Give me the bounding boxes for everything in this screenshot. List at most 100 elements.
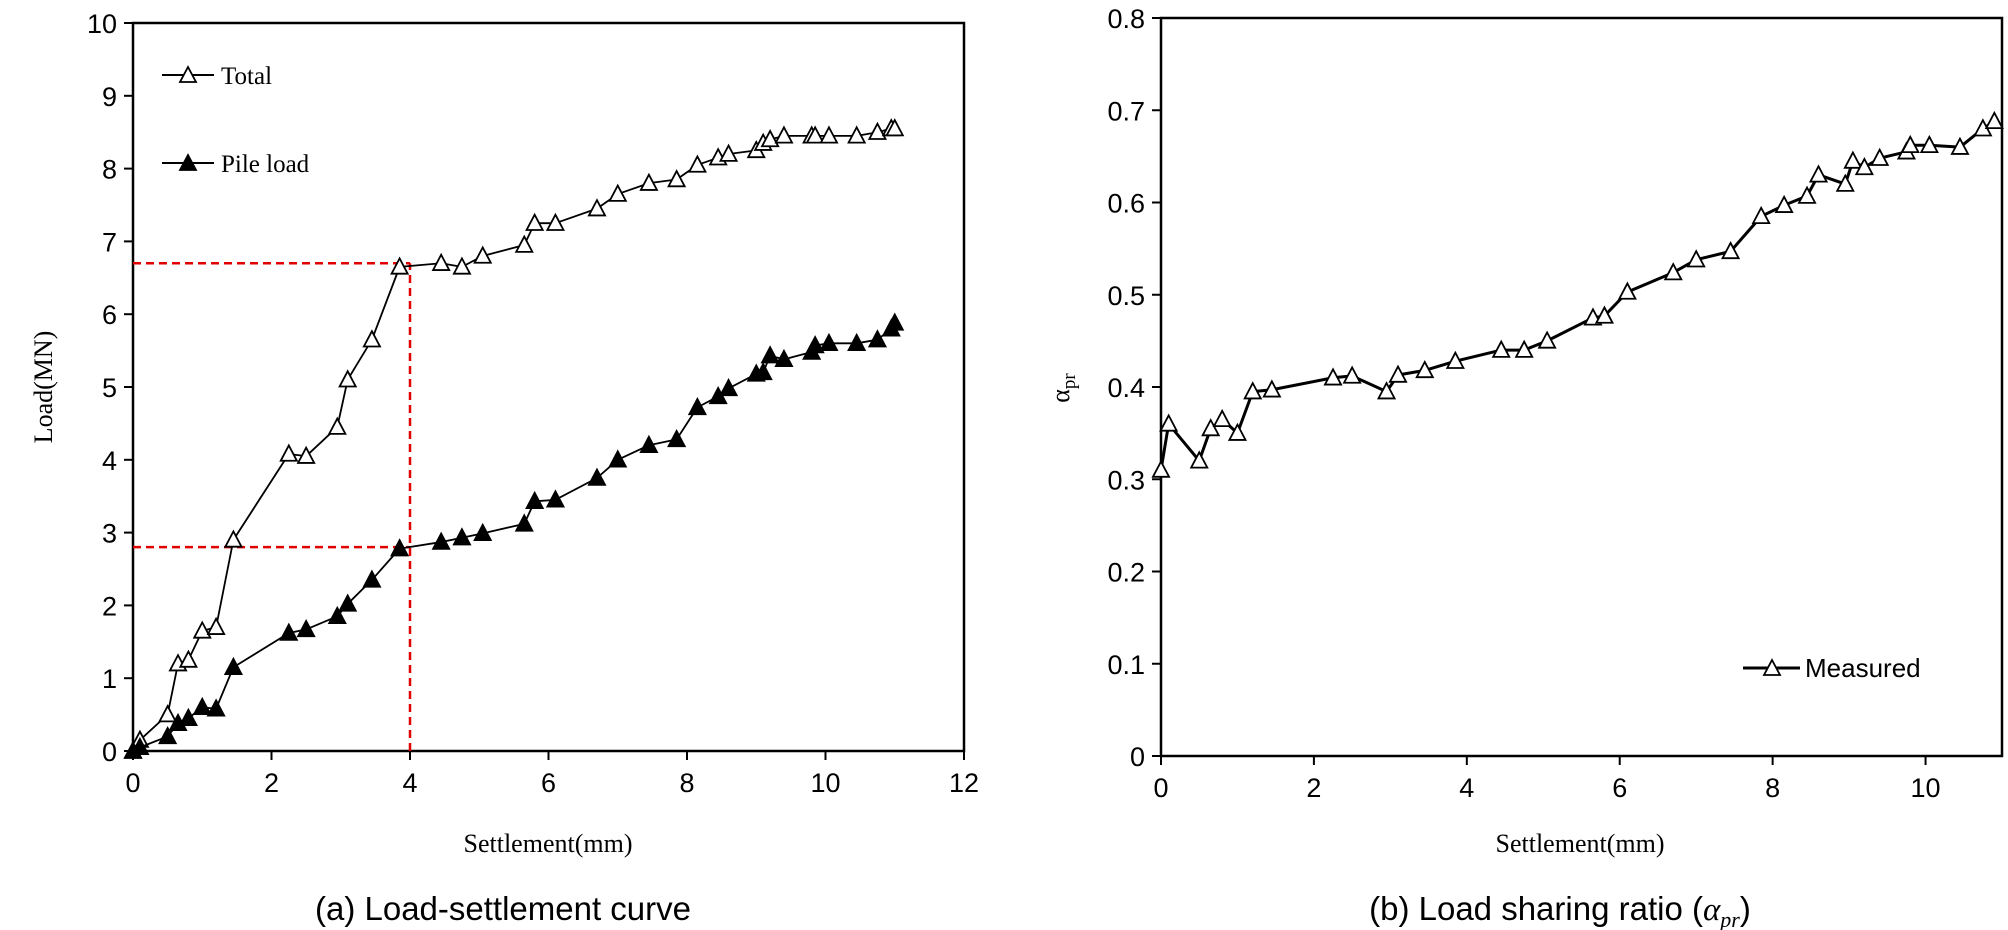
chart-b-series-measured-point [1323,367,1343,386]
chart-a-y-tick-label: 0 [102,737,117,767]
chart-a-series-total-point [774,125,794,144]
chart-a-series-pile-load-point [885,312,905,331]
chart-a-series-pile-load-point [206,698,226,717]
chart-b-series-measured-point [1900,134,1920,154]
chart-a-series-total-point [514,234,534,253]
chart-b-y-axis-symbol: α [1046,389,1075,403]
chart-a-series-total-point [390,256,410,275]
chart-b-legend: Measured [1743,653,1921,683]
chart-a-series-pile-load-point [545,489,565,508]
chart-b-series-measured-point [1797,185,1817,204]
chart-a-series-pile-load-point [760,345,780,364]
chart-a-series-total-point [718,143,739,162]
chart-a-x-tick-label: 2 [264,768,279,798]
chart-a-series-total-point [223,529,243,548]
chart-b-series-measured-point [1808,164,1829,183]
chart-a-series-total-point [545,212,565,231]
chart-b-series [1151,110,2004,478]
chart-b-series-measured-point [1445,350,1465,369]
chart-b-x-axis-label: Settlement(mm) [1496,829,1665,858]
chart-a-series-pile-load-point [687,396,707,416]
chart-a-series-pile-load-point [587,467,607,486]
chart-a-series-total-point [867,121,888,140]
chart-b-series-measured-point [1854,157,1874,176]
chart-b-series-measured-point [1594,305,1615,324]
chart-a-series-pile-load-point [431,531,451,550]
chart-b-series-measured-point [1537,330,1557,349]
chart-a-series-total-line [132,127,895,752]
chart-b-y-tick-label: 0.5 [1107,281,1145,311]
chart-a-series-total-point [687,154,707,173]
chart-b-y-tick-label: 0.6 [1107,189,1145,219]
chart-b-x-tick-label: 6 [1612,773,1627,803]
chart-a-series-total-point [587,198,607,217]
chart-b-y-tick-label: 0.7 [1107,96,1145,126]
chart-a-x-tick-label: 10 [810,768,840,798]
chart-b: 0 2 4 6 8 10 0 0.1 0.2 0.3 0.4 0.5 0.6 0.7 0.8 Measure… [1046,4,2004,930]
chart-b-series-measured-point [1721,240,1741,260]
chart-b-y-axis-subscript: pr [1059,373,1080,390]
chart-a-series-pile-load-line [132,322,896,752]
chart-a-series-total-point [667,169,687,188]
chart-a-series-total-point [192,620,212,639]
chart-b-y-tick-label: 0.3 [1107,465,1145,495]
chart-a-series-total-point [452,256,472,275]
chart-b-series-measured-point [1919,134,1939,154]
chart-b-series-measured-point [1388,364,1408,383]
chart-a-series-pile-load-point [639,434,659,453]
chart-a-x-axis-label: Settlement(mm) [464,829,633,858]
chart-a-y-tick-label: 10 [87,9,117,39]
chart-b-series-measured-point [1686,249,1706,268]
chart-a-series-pile-load-point [805,335,825,354]
chart-a-y-tick-label: 9 [102,82,117,112]
chart-a-series-total-point [206,616,226,635]
chart-b-x-tick-label: 4 [1459,773,1474,803]
chart-a-x-tick-label: 12 [949,768,979,798]
chart-b-series-measured-point [1212,408,1232,427]
chart-a-x-tick-label: 6 [541,768,556,798]
chart-a-legend: Total Pile load [162,63,310,178]
chart-a-series-pile-load-point [452,527,472,546]
chart-a-caption: (a) Load-settlement curve [315,890,691,927]
chart-b-y-axis-label: αpr [1046,373,1080,403]
chart-b-y-tick-label: 0 [1130,742,1145,772]
chart-b-caption: (b) Load sharing ratio (αpr) [1369,890,1751,930]
chart-b-series-measured-point [1201,418,1221,437]
chart-a-series-total-point [279,443,299,462]
chart-b-series-measured-point [1415,359,1435,379]
chart-a-series-pile-load-point [362,569,382,588]
chart-b-series-measured-point [1159,413,1179,432]
chart-b-x-tick-label: 8 [1765,773,1780,803]
chart-a-series-total-point [885,118,905,137]
chart-a-series-total-point [362,329,382,348]
legend-measured-label: Measured [1805,653,1921,683]
chart-b-series-measured-point [1262,379,1282,398]
chart-b-series-measured-point [1950,136,1970,155]
chart-b-y-tick-label: 0.2 [1107,558,1145,588]
chart-a-reference-lines [133,261,412,751]
chart-a-series-pile-load-point [718,378,739,397]
chart-a-series-pile-load-point [819,332,839,352]
chart-b-caption-text: (b) Load sharing ratio ( [1369,890,1703,927]
chart-b-series-measured-point [1342,365,1362,384]
chart-a-series-total-point [819,125,839,144]
legend-pile-load-marker [178,153,198,171]
chart-a-y-tick-label: 2 [102,591,117,621]
chart-b-y-tick-label: 0.8 [1107,4,1145,34]
chart-a-series-pile-load-point [608,449,628,468]
chart-a-y-tick-label: 5 [102,373,117,403]
chart-b-series-measured-point [1376,381,1397,400]
chart-a-series-total-point [178,649,198,668]
chart-a-series-pile-load-point [753,362,773,381]
chart-b-series-measured-point [1843,150,1863,169]
chart-a-series [123,118,905,759]
chart-a-y-tick-label: 4 [102,446,117,476]
chart-a-x-tick-label: 0 [125,768,140,798]
chart-a-series-total-point [431,252,451,271]
chart-b-x-tick-label: 2 [1306,773,1321,803]
legend-measured-marker [1762,658,1782,676]
chart-a-series-pile-load-point [473,522,493,542]
chart-b-ticks: 0 2 4 6 8 10 0 0.1 0.2 0.3 0.4 0.5 0.6 0.7 0.8 [1107,4,1940,803]
